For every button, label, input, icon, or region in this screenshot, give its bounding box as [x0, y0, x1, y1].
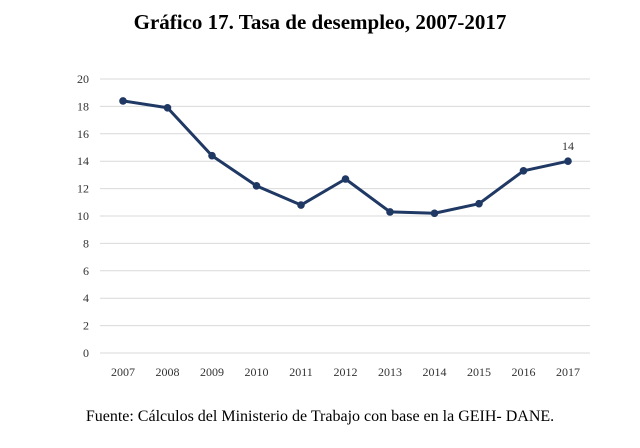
y-tick-label: 0	[83, 346, 89, 360]
data-point-2011	[297, 201, 305, 209]
x-tick-label: 2011	[289, 365, 313, 379]
y-tick-label: 18	[77, 99, 89, 113]
x-tick-label: 2010	[245, 365, 269, 379]
data-point-2017	[564, 157, 572, 165]
data-point-2009	[208, 151, 216, 160]
y-tick-label: 14	[77, 154, 89, 168]
data-point-2014	[430, 209, 439, 218]
data-point-2012	[341, 175, 350, 183]
x-axis-ticks: 2007 2008 2009 2010 2011 2012 2013 2014 2015 2016…	[111, 365, 580, 379]
y-axis-ticks: 0 2 4 6 8 10 12 14 16 18 20	[77, 72, 89, 360]
data-point-2007	[119, 97, 127, 105]
chart-title: Gráfico 17. Tasa de desempleo, 2007-2017	[133, 10, 507, 34]
data-point-2015	[475, 199, 483, 208]
x-tick-label: 2016	[512, 365, 536, 379]
data-label-2017: 14	[562, 139, 574, 153]
x-tick-label: 2015	[467, 365, 491, 379]
data-point-2016	[519, 166, 528, 175]
gridlines	[100, 78, 590, 354]
series-line	[121, 99, 570, 215]
y-tick-label: 12	[77, 182, 89, 196]
y-tick-label: 2	[83, 319, 89, 333]
x-tick-label: 2007	[111, 365, 135, 379]
x-tick-label: 2008	[156, 365, 180, 379]
x-tick-label: 2014	[423, 365, 447, 379]
y-tick-label: 10	[77, 209, 89, 223]
x-tick-label: 2013	[378, 365, 402, 379]
data-point-2008	[163, 103, 172, 112]
source-note: Fuente: Cálculos del Ministerio de Traba…	[85, 408, 555, 425]
data-point-2010	[252, 182, 261, 190]
y-tick-label: 8	[83, 236, 89, 250]
y-tick-label: 4	[83, 291, 89, 305]
data-labels: 14	[562, 139, 574, 153]
series-unemployment	[119, 97, 572, 218]
x-tick-label: 2009	[200, 365, 224, 379]
y-tick-label: 20	[77, 72, 89, 86]
x-tick-label: 2012	[334, 365, 358, 379]
data-point-2013	[386, 208, 394, 216]
y-tick-label: 6	[83, 264, 89, 278]
x-tick-label: 2017	[556, 365, 580, 379]
y-tick-label: 16	[77, 127, 89, 141]
